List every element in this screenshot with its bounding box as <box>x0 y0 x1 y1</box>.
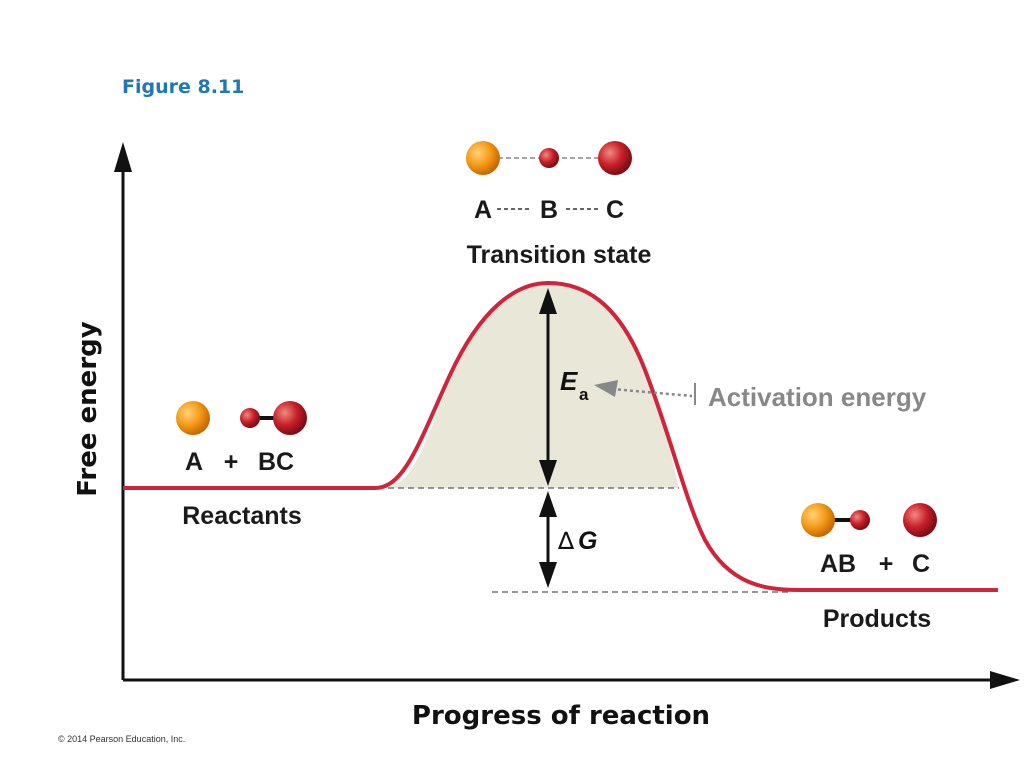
x-axis-arrow-icon <box>990 671 1020 689</box>
product-atom-c-sphere <box>903 503 937 537</box>
activation-energy-label: Activation energy <box>708 382 927 412</box>
atom-c-sphere <box>598 141 632 175</box>
reactants-label: Reactants <box>182 502 302 530</box>
reactant-formula-bc: BC <box>258 448 294 476</box>
y-axis-arrow-icon <box>114 142 132 172</box>
energy-curve <box>123 280 998 592</box>
transition-state-molecule <box>466 141 632 175</box>
product-formula-ab: AB <box>820 550 856 578</box>
product-atom-a-sphere <box>801 503 835 537</box>
figure-label: Figure 8.11 <box>122 76 245 98</box>
reactant-atom-c-sphere <box>273 401 307 435</box>
transition-state-label: Transition state <box>467 241 652 269</box>
reactant-plus: + <box>224 448 239 476</box>
ts-formula-a: A <box>474 196 492 224</box>
product-formula-c: C <box>912 550 930 578</box>
ts-formula-c: C <box>606 196 624 224</box>
products-molecules <box>801 503 937 537</box>
reactant-atom-a-sphere <box>176 401 210 435</box>
delta-g-arrow <box>539 491 557 588</box>
product-plus: + <box>879 550 894 578</box>
activation-energy-region <box>388 283 679 488</box>
ea-subscript: a <box>579 385 589 404</box>
ea-symbol: E <box>560 366 578 396</box>
reactants-molecules <box>176 401 307 435</box>
axes <box>114 142 1020 689</box>
y-axis-label: Free energy <box>73 321 103 496</box>
copyright-notice: © 2014 Pearson Education, Inc. <box>58 734 186 744</box>
atom-b-sphere <box>539 148 559 168</box>
activation-energy-arrow <box>539 288 557 486</box>
atom-a-sphere <box>466 141 500 175</box>
product-atom-b-sphere <box>850 510 870 530</box>
delta-symbol: ∆ <box>557 527 575 555</box>
x-axis-label: Progress of reaction <box>412 701 710 731</box>
reactant-formula-a: A <box>185 448 203 476</box>
products-label: Products <box>823 605 931 633</box>
ts-formula-b: B <box>540 196 558 224</box>
reactant-atom-b-sphere <box>240 408 260 428</box>
delta-g-variable: G <box>578 527 597 555</box>
activation-energy-pointer <box>594 380 696 405</box>
